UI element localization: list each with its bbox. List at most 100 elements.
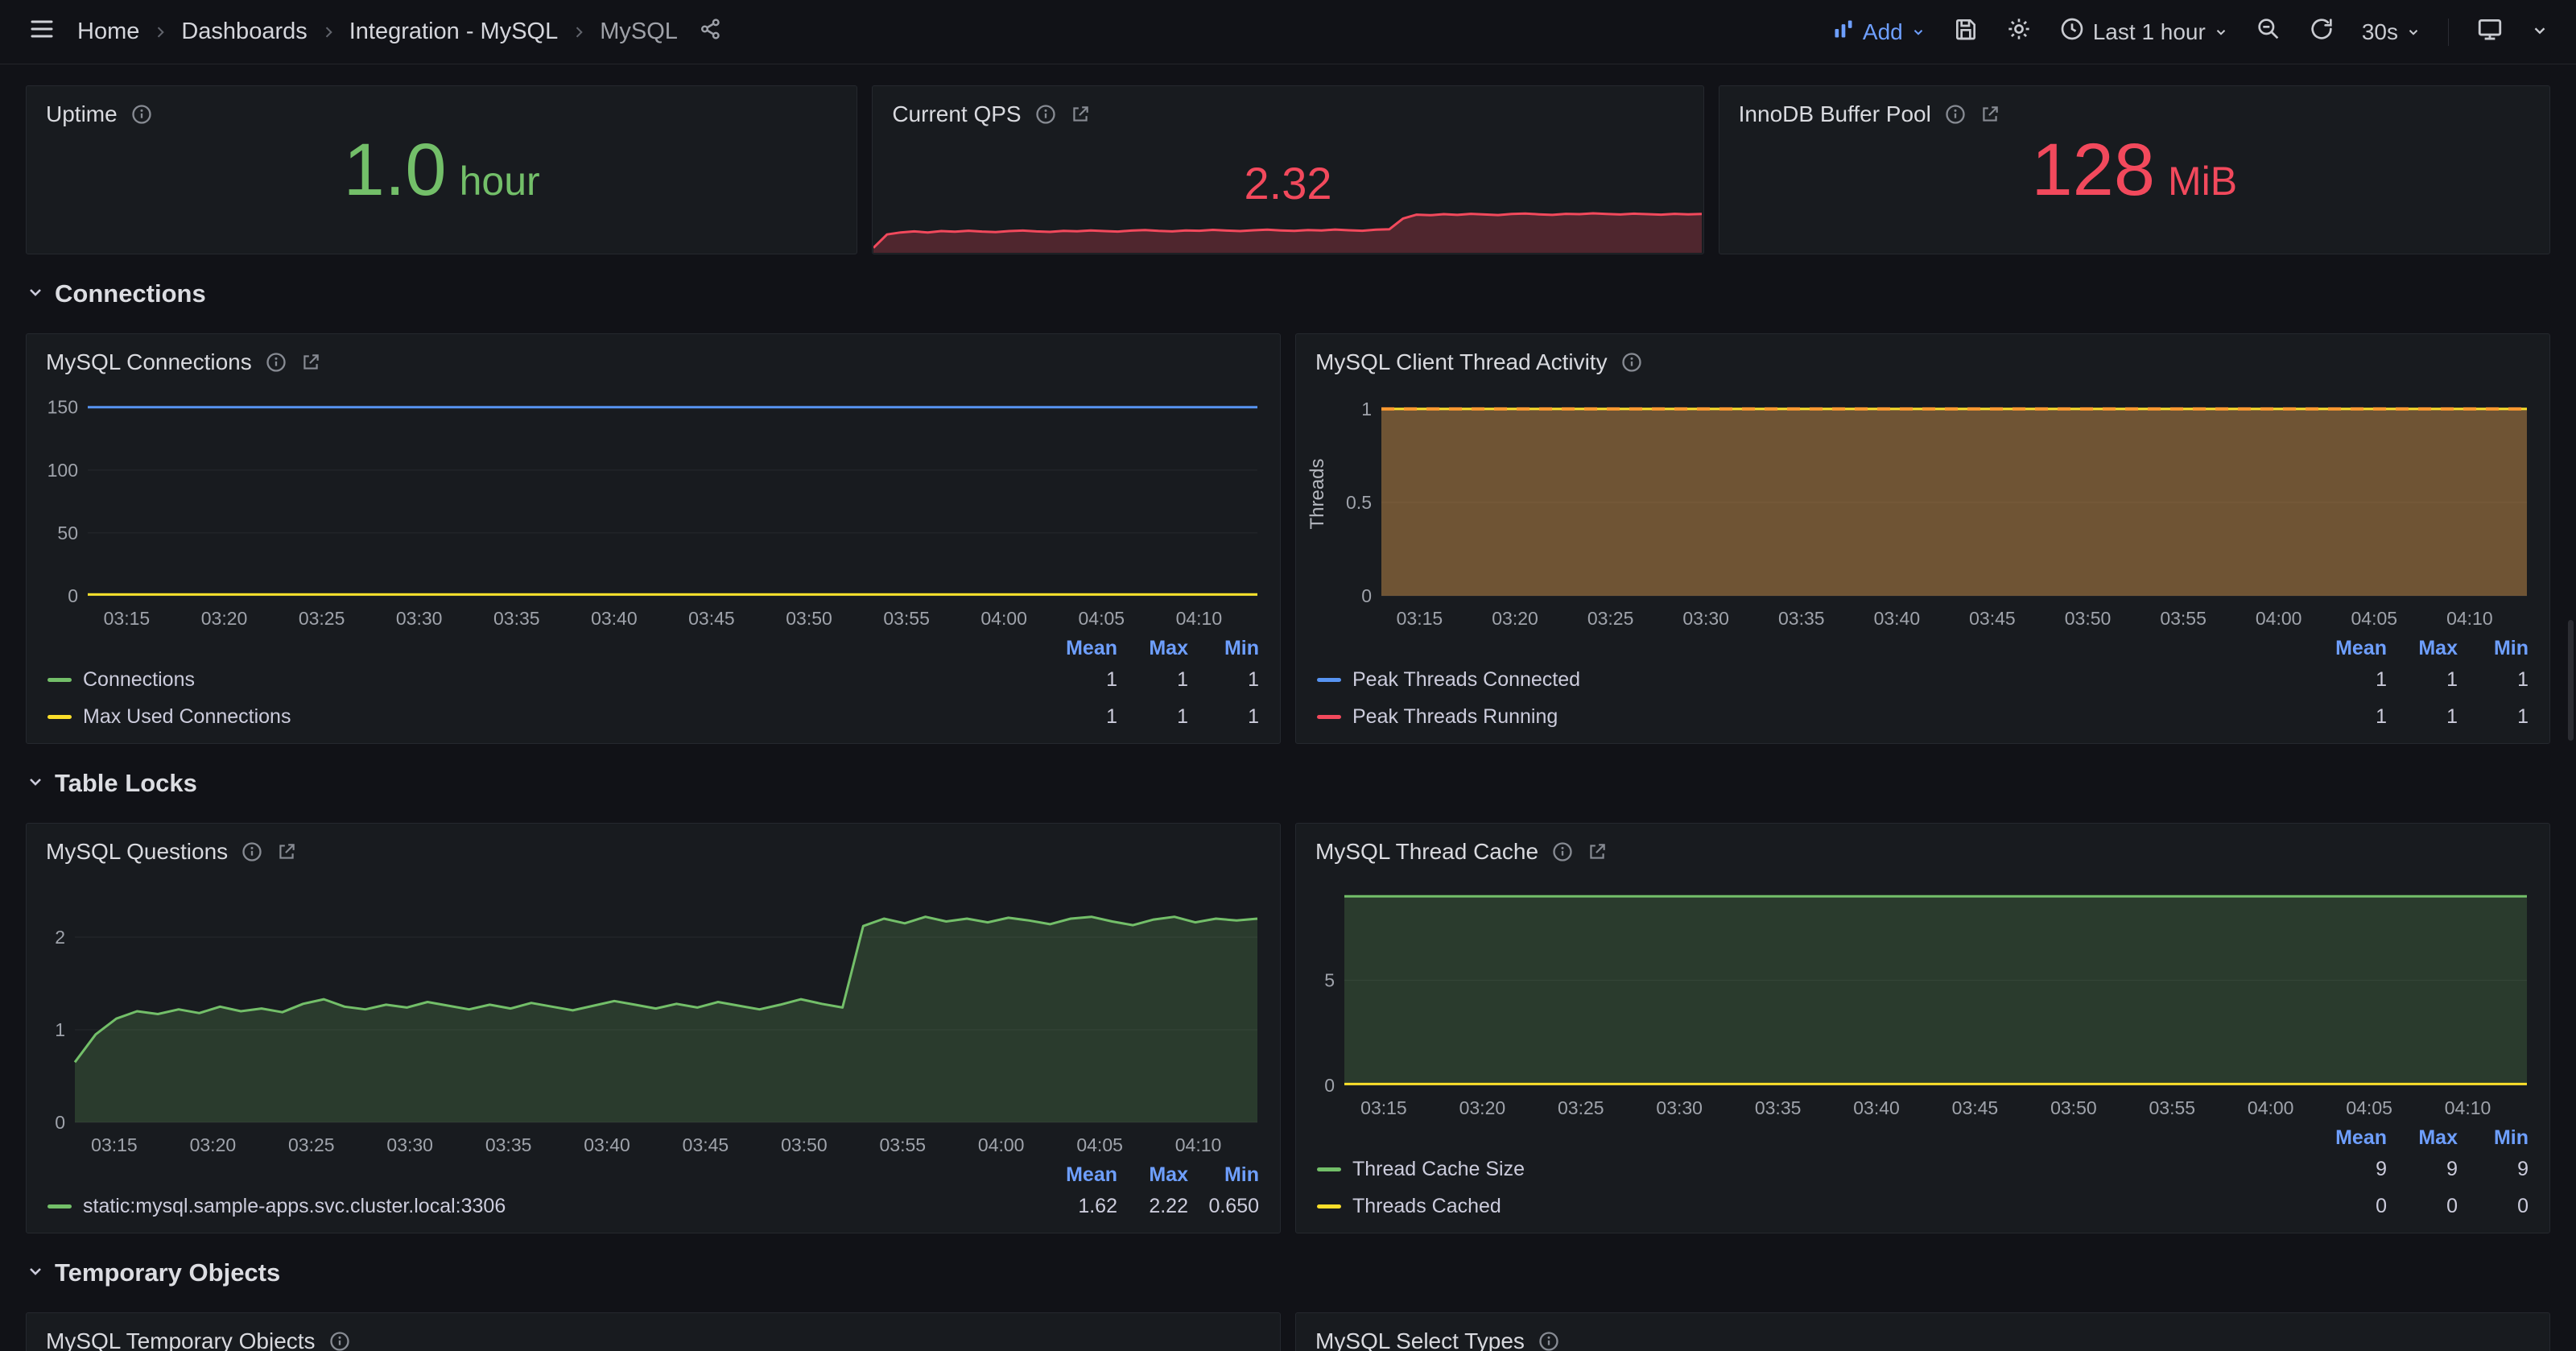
external-link-icon[interactable] xyxy=(1070,104,1091,125)
legend-sort-mean[interactable]: Mean xyxy=(2335,1126,2387,1149)
info-icon[interactable] xyxy=(1620,351,1643,374)
tv-mode-button[interactable] xyxy=(2476,15,2504,48)
panel-title[interactable]: MySQL Select Types xyxy=(1315,1328,1525,1351)
svg-text:03:45: 03:45 xyxy=(683,1134,729,1155)
add-button[interactable]: Add xyxy=(1832,18,1926,46)
save-dashboard-button[interactable] xyxy=(1953,16,1979,48)
panel-title[interactable]: Current QPS xyxy=(892,101,1022,126)
breadcrumb-mysql[interactable]: MySQL xyxy=(600,19,678,44)
external-link-icon[interactable] xyxy=(1979,104,2000,125)
panel-mysql-connections: MySQL Connections 0 50 100 150 03:15 03:20 03:… xyxy=(26,333,1281,744)
panel-title[interactable]: MySQL Questions xyxy=(46,839,229,864)
legend-stat-value: 0 xyxy=(2446,1195,2458,1218)
svg-text:03:40: 03:40 xyxy=(591,608,638,629)
time-range-picker[interactable]: Last 1 hour xyxy=(2059,16,2228,48)
menu-toggle-button[interactable] xyxy=(27,14,56,49)
panel-mysql-temporary-objects: MySQL Temporary Objects xyxy=(26,1312,1281,1351)
svg-text:0.5: 0.5 xyxy=(1346,492,1372,513)
legend-row: static:mysql.sample-apps.svc.cluster.loc… xyxy=(47,1188,1259,1225)
info-icon[interactable] xyxy=(1034,103,1057,126)
svg-text:03:15: 03:15 xyxy=(104,608,151,629)
svg-text:03:30: 03:30 xyxy=(396,608,443,629)
external-link-icon[interactable] xyxy=(300,352,321,373)
legend-stat-value: 1 xyxy=(2517,668,2529,692)
info-icon[interactable] xyxy=(1538,1330,1560,1351)
legend-sort-max[interactable]: Max xyxy=(1149,1163,1188,1186)
svg-text:150: 150 xyxy=(47,396,78,417)
svg-text:03:50: 03:50 xyxy=(781,1134,828,1155)
info-icon[interactable] xyxy=(1551,841,1574,863)
toolbar-more-button[interactable] xyxy=(2531,19,2549,45)
timeseries-chart[interactable]: 0 5 03:15 03:20 03:25 03:30 03:35 03:40 03:45 03:… xyxy=(1304,874,2538,1125)
legend-row: Peak Threads Running 1 1 1 xyxy=(1317,699,2529,736)
legend-series-label[interactable]: Thread Cache Size xyxy=(1317,1158,2316,1181)
legend-series-label[interactable]: Connections xyxy=(47,668,1046,692)
section-table-locks[interactable]: Table Locks xyxy=(26,765,2550,802)
legend-sort-min[interactable]: Min xyxy=(2493,1126,2529,1149)
svg-text:04:00: 04:00 xyxy=(978,1134,1025,1155)
zoom-out-time-button[interactable] xyxy=(2256,16,2281,48)
legend-series-label[interactable]: Max Used Connections xyxy=(47,705,1046,729)
svg-text:03:40: 03:40 xyxy=(1853,1097,1900,1118)
svg-text:0: 0 xyxy=(1361,585,1372,606)
panel-title[interactable]: InnoDB Buffer Pool xyxy=(1738,101,1931,126)
legend-sort-mean[interactable]: Mean xyxy=(2335,636,2387,659)
external-link-icon[interactable] xyxy=(1587,841,1608,862)
legend-stat-value: 1 xyxy=(1248,705,1259,729)
share-button[interactable] xyxy=(699,17,723,47)
breadcrumb-home[interactable]: Home xyxy=(77,19,140,44)
legend-stat-value: 0 xyxy=(2517,1195,2529,1218)
timeseries-plot: 0 0.5 1 03:15 03:20 03:25 03:30 03:35 03:40 03:45… xyxy=(1307,398,2527,629)
panel-title[interactable]: MySQL Thread Cache xyxy=(1315,839,1539,864)
legend-series-label[interactable]: Threads Cached xyxy=(1317,1195,2316,1218)
legend-row: Thread Cache Size 9 9 9 xyxy=(1317,1151,2529,1188)
legend-sort-min[interactable]: Min xyxy=(1224,636,1259,659)
panel-title[interactable]: MySQL Temporary Objects xyxy=(46,1328,316,1351)
legend-sort-max[interactable]: Max xyxy=(2418,636,2458,659)
legend-stat-value: 0 xyxy=(2376,1195,2387,1218)
dashboard-settings-button[interactable] xyxy=(2006,16,2032,48)
legend-sort-max[interactable]: Max xyxy=(2418,1126,2458,1149)
legend-stat-value: 1 xyxy=(1177,668,1188,692)
legend-sort-min[interactable]: Min xyxy=(1224,1163,1259,1186)
svg-text:04:10: 04:10 xyxy=(2445,1097,2491,1118)
svg-text:03:20: 03:20 xyxy=(201,608,248,629)
timeseries-chart[interactable]: 0 0.5 1 03:15 03:20 03:25 03:30 03:35 03:40 03:45… xyxy=(1304,384,2538,635)
panel-title[interactable]: MySQL Client Thread Activity xyxy=(1315,349,1608,374)
timeseries-plot: 0 50 100 150 03:15 03:20 03:25 03:30 03:35 03:40 0… xyxy=(47,396,1257,629)
breadcrumb-integration-mysql[interactable]: Integration - MySQL xyxy=(349,19,559,44)
panel-title[interactable]: Uptime xyxy=(46,101,118,126)
svg-text:03:50: 03:50 xyxy=(2065,608,2112,629)
legend-series-label[interactable]: Peak Threads Running xyxy=(1317,705,2316,729)
refresh-interval-picker[interactable]: 30s xyxy=(2362,19,2421,45)
svg-text:03:35: 03:35 xyxy=(1755,1097,1802,1118)
svg-text:03:15: 03:15 xyxy=(1397,608,1443,629)
panel-title[interactable]: MySQL Connections xyxy=(46,349,252,374)
svg-text:0: 0 xyxy=(55,1112,65,1133)
scrollbar-thumb[interactable] xyxy=(2568,620,2574,741)
timeseries-chart[interactable]: 0 1 2 03:15 03:20 03:25 03:30 03:35 03:40 03:45 03… xyxy=(35,874,1269,1162)
info-icon[interactable] xyxy=(265,351,287,374)
info-icon[interactable] xyxy=(1944,103,1967,126)
svg-text:1: 1 xyxy=(1361,398,1372,419)
info-icon[interactable] xyxy=(241,841,263,863)
info-icon[interactable] xyxy=(130,103,153,126)
refresh-button[interactable] xyxy=(2309,16,2334,48)
series-color-dash xyxy=(47,678,72,683)
legend-sort-mean[interactable]: Mean xyxy=(1066,636,1117,659)
series-color-dash xyxy=(1317,715,1341,720)
section-connections[interactable]: Connections xyxy=(26,275,2550,312)
legend-sort-max[interactable]: Max xyxy=(1149,636,1188,659)
hamburger-icon xyxy=(27,14,56,49)
legend-sort-mean[interactable]: Mean xyxy=(1066,1163,1117,1186)
timeseries-chart[interactable]: 0 50 100 150 03:15 03:20 03:25 03:30 03:35 03:40 0… xyxy=(35,384,1269,635)
breadcrumb-dashboards[interactable]: Dashboards xyxy=(181,19,308,44)
external-link-icon[interactable] xyxy=(276,841,297,862)
legend-series-label[interactable]: static:mysql.sample-apps.svc.cluster.loc… xyxy=(47,1195,1046,1218)
section-temporary-objects[interactable]: Temporary Objects xyxy=(26,1254,2550,1291)
legend-series-label[interactable]: Peak Threads Connected xyxy=(1317,668,2316,692)
legend-row: Threads Cached 0 0 0 xyxy=(1317,1188,2529,1225)
info-icon[interactable] xyxy=(328,1330,351,1351)
svg-text:03:25: 03:25 xyxy=(299,608,345,629)
legend-sort-min[interactable]: Min xyxy=(2493,636,2529,659)
